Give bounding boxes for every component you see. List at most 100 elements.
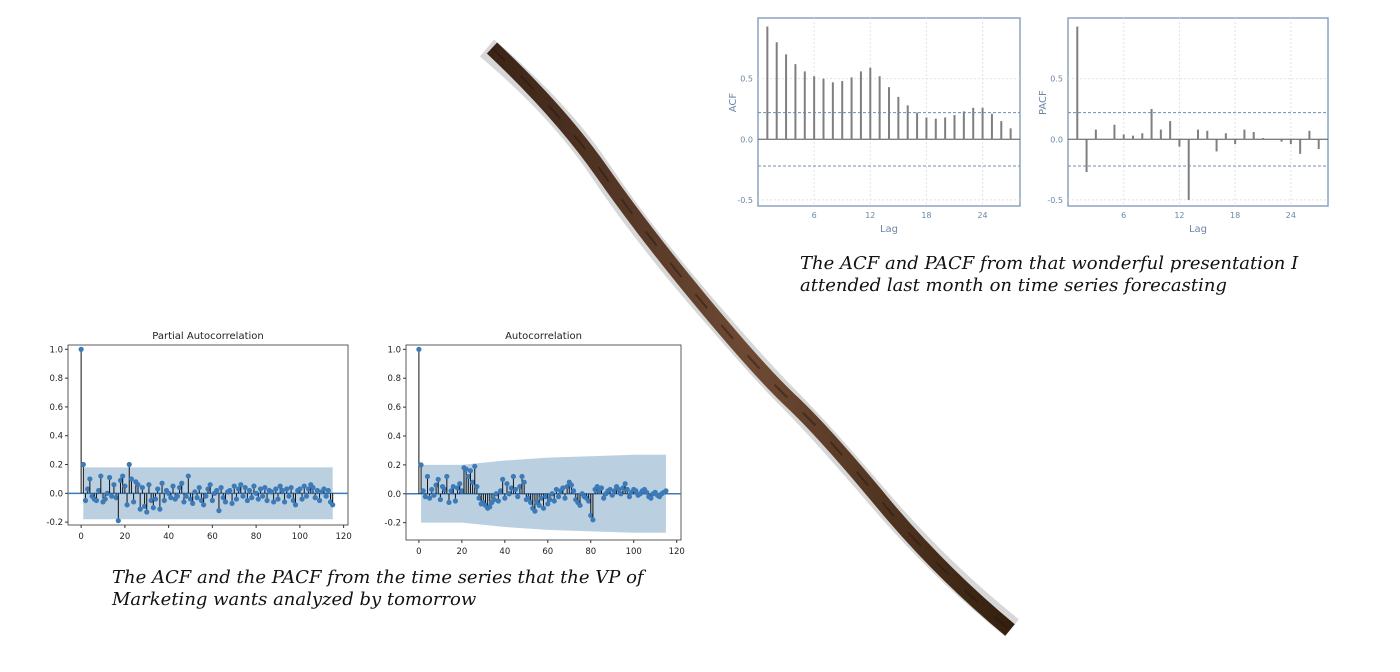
lag-marker <box>497 488 504 494</box>
lag-marker <box>528 499 534 506</box>
lag-marker <box>586 498 592 504</box>
lag-marker <box>273 486 279 492</box>
lag-marker <box>622 481 628 487</box>
lag-marker <box>564 483 570 490</box>
x-tick-label: 12 <box>1174 211 1184 220</box>
lag-marker <box>179 480 185 486</box>
lag-marker <box>183 493 189 499</box>
lag-marker <box>470 479 476 485</box>
lag-marker <box>517 483 523 490</box>
lag-marker <box>139 484 145 491</box>
lag-marker <box>330 502 336 508</box>
lag-marker <box>113 495 119 501</box>
lag-marker <box>222 499 229 505</box>
x-tick-label: 40 <box>499 547 510 555</box>
lag-marker <box>416 346 422 352</box>
lag-marker <box>85 486 91 492</box>
lag-marker <box>310 484 316 491</box>
lag-marker <box>570 488 577 494</box>
lag-marker <box>321 486 327 492</box>
lag-marker <box>491 496 497 503</box>
lag-marker <box>281 499 288 505</box>
x-tick-label: 60 <box>207 532 218 542</box>
lag-marker <box>150 505 156 511</box>
y-tick-label: 0.2 <box>49 461 63 471</box>
lag-marker <box>502 495 508 501</box>
y-tick-label: 0.5 <box>740 75 753 84</box>
lag-marker <box>78 346 84 352</box>
lag-marker <box>80 461 86 468</box>
python-pacf-chart: 0 20 40 60 80 100 120 -0.2 0.0 0.2 0.4 0.6 0.8 1.0 Par… <box>46 331 352 542</box>
lag-marker <box>102 496 108 502</box>
lag-marker <box>454 485 461 491</box>
lag-marker <box>231 483 237 489</box>
lag-marker <box>500 476 506 482</box>
lag-marker <box>316 497 323 504</box>
x-tick-label: 24 <box>1286 211 1296 220</box>
lag-marker <box>420 488 426 494</box>
lag-marker <box>82 497 89 504</box>
lag-marker <box>242 484 248 491</box>
lag-marker <box>135 482 141 488</box>
lag-marker <box>418 462 424 468</box>
lag-marker <box>240 493 246 499</box>
lag-marker <box>495 498 501 504</box>
lag-marker <box>214 487 220 494</box>
lag-marker <box>616 486 622 493</box>
y-tick-label: 0.2 <box>387 461 401 471</box>
x-tick-label: 18 <box>921 211 931 220</box>
lag-marker <box>609 492 615 498</box>
lag-marker <box>431 492 437 498</box>
x-axis-label: Lag <box>1189 224 1207 235</box>
x-tick-label: 40 <box>163 532 174 542</box>
lag-marker <box>148 497 154 504</box>
y-tick-label: 0.6 <box>49 403 63 413</box>
lag-marker <box>111 482 117 488</box>
lag-marker <box>152 496 159 502</box>
lag-marker <box>115 518 121 524</box>
lag-marker <box>551 498 557 504</box>
lag-marker <box>427 495 433 501</box>
lag-marker <box>624 486 630 493</box>
x-tick-label: 6 <box>812 211 817 220</box>
lag-marker <box>227 487 233 494</box>
lag-marker <box>144 509 150 515</box>
y-tick-label: -0.2 <box>384 519 401 529</box>
y-tick-label: 1.0 <box>49 345 63 355</box>
python-acf-chart: 0 20 40 60 80 100 120 -0.2 0.0 0.2 0.4 0.6 0.8 1.0 Aut… <box>384 331 685 555</box>
lag-marker <box>519 473 525 480</box>
lag-marker <box>323 493 329 499</box>
lag-marker <box>314 487 320 494</box>
lag-marker <box>568 482 575 488</box>
y-tick-label: 0.8 <box>387 374 401 384</box>
y-tick-label: 0.0 <box>1050 135 1063 144</box>
x-tick-label: 120 <box>336 532 352 542</box>
plot-frame <box>1067 17 1329 207</box>
lag-marker <box>218 484 224 491</box>
y-tick-label: -0.5 <box>1047 196 1063 205</box>
lag-marker <box>137 506 143 512</box>
x-tick-label: 24 <box>977 211 987 220</box>
lag-marker <box>249 495 255 501</box>
lag-marker <box>446 499 452 506</box>
x-tick-label: 6 <box>1121 211 1126 220</box>
lag-marker <box>626 494 633 500</box>
lag-marker <box>465 473 471 480</box>
lag-marker <box>120 473 126 479</box>
lag-marker <box>181 499 187 505</box>
lag-marker <box>290 497 296 504</box>
lag-marker <box>157 506 163 512</box>
lag-marker <box>279 487 285 494</box>
lag-marker <box>246 487 253 494</box>
lag-marker <box>457 481 463 487</box>
y-axis-label: ACF <box>728 93 739 113</box>
lag-marker <box>220 495 226 501</box>
lag-marker <box>170 483 176 489</box>
lag-marker <box>104 490 110 496</box>
lag-marker <box>506 491 512 497</box>
lag-marker <box>238 482 244 488</box>
lag-marker <box>424 473 431 480</box>
x-tick-label: 120 <box>669 547 685 555</box>
lag-marker <box>545 501 551 507</box>
